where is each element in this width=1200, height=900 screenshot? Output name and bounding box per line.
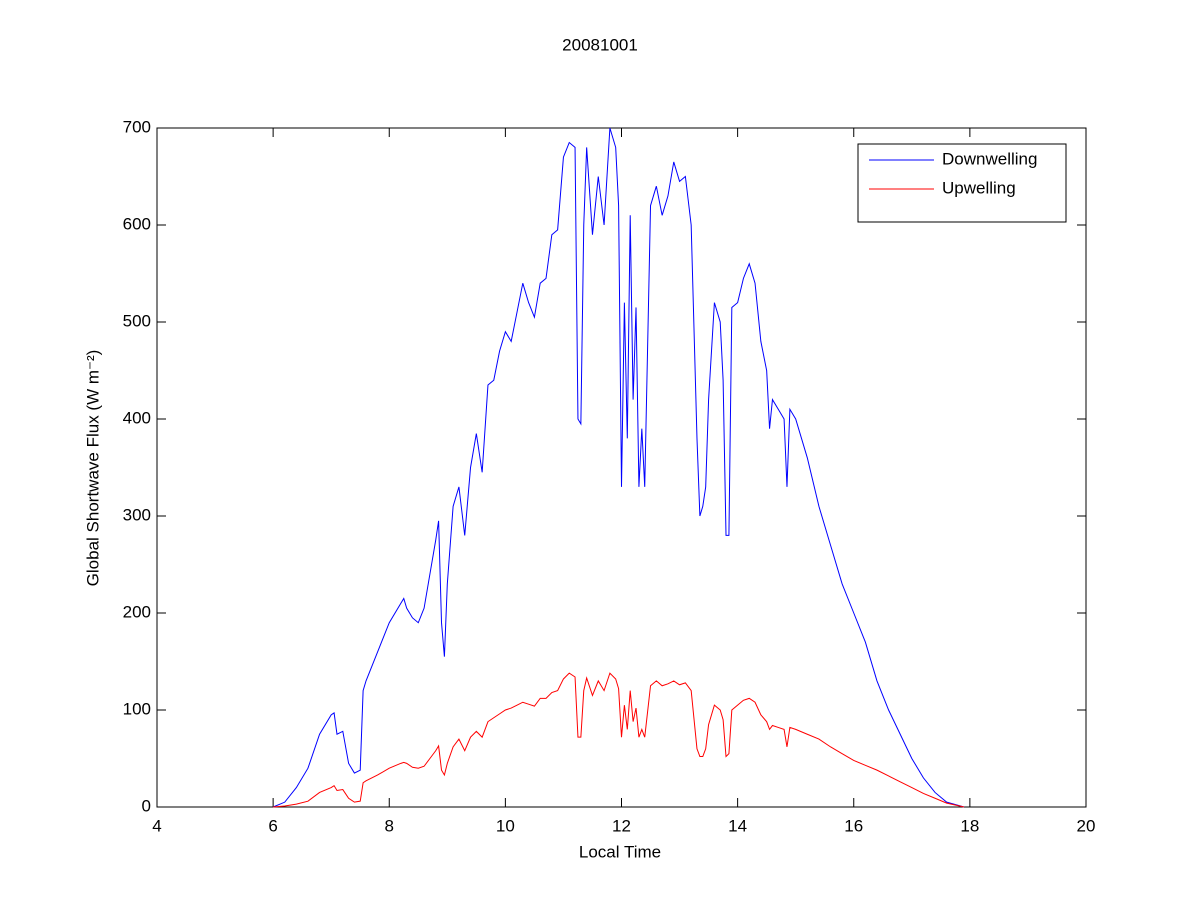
legend-label: Upwelling [942, 178, 1016, 197]
data-line [273, 672, 965, 808]
y-tick-label: 200 [123, 602, 151, 621]
legend-label: Downwelling [942, 149, 1037, 168]
x-tick-label: 16 [844, 816, 863, 835]
x-axis-label: Local Time [579, 842, 661, 861]
x-tick-label: 10 [496, 816, 515, 835]
x-tick-label: 18 [960, 816, 979, 835]
x-tick-label: 14 [728, 816, 747, 835]
data-line [272, 127, 965, 808]
x-tick-label: 8 [385, 816, 394, 835]
y-tick-label: 400 [123, 408, 151, 427]
x-tick-label: 12 [612, 816, 631, 835]
y-tick-label: 500 [123, 311, 151, 330]
y-tick-label: 300 [123, 505, 151, 524]
y-tick-label: 600 [123, 214, 151, 233]
x-tick-label: 6 [268, 816, 277, 835]
y-tick-label: 0 [142, 796, 151, 815]
y-tick-label: 700 [123, 117, 151, 136]
chart-title: 20081001 [562, 35, 638, 54]
y-axis-label: Global Shortwave Flux (W m⁻²) [83, 350, 102, 587]
x-tick-label: 20 [1077, 816, 1096, 835]
x-tick-label: 4 [152, 816, 161, 835]
legend-box [857, 143, 1067, 223]
y-tick-label: 100 [123, 699, 151, 718]
